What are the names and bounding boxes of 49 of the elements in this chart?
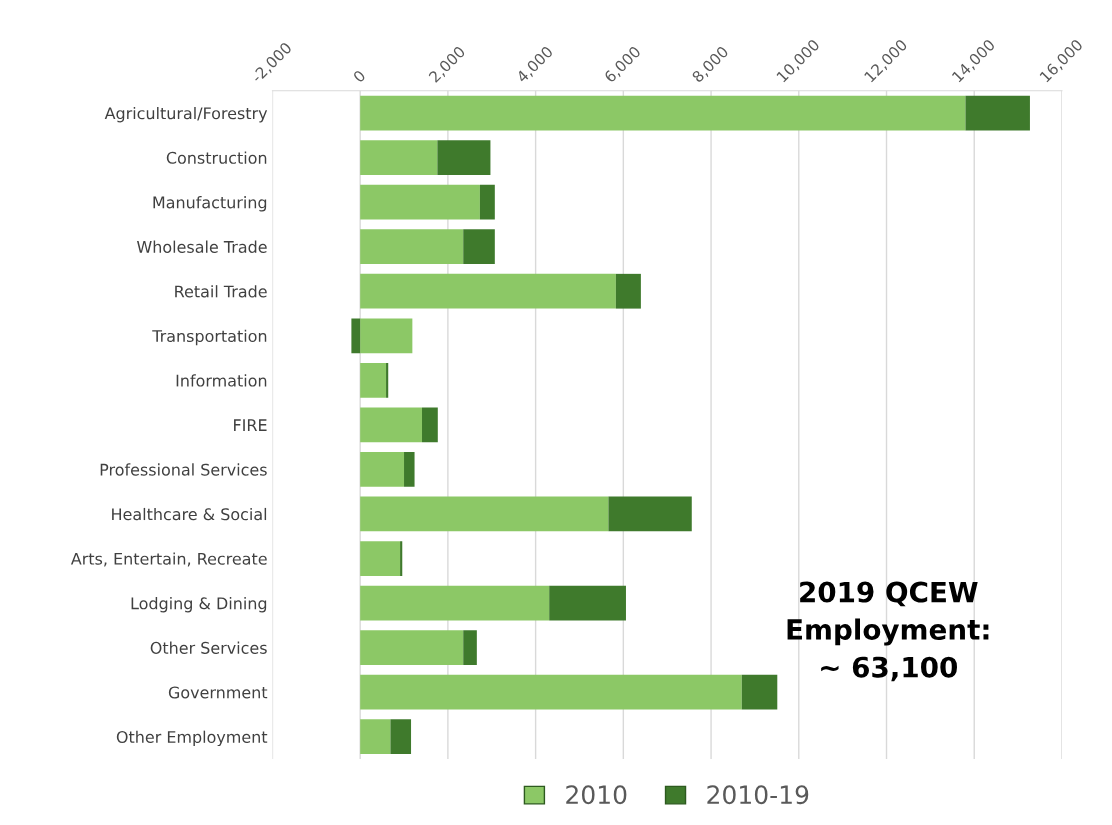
y-tick-label: FIRE — [234, 419, 267, 431]
bar — [360, 318, 413, 354]
bar — [390, 719, 412, 755]
y-tick-label: Government — [168, 686, 268, 699]
legend-label: 2010-19 — [707, 785, 809, 805]
y-tick-label: Arts, Entertain, Recreate — [70, 552, 267, 567]
y-tick-label: Healthcare & Social — [112, 507, 267, 521]
bar — [615, 273, 641, 309]
y-tick-label: Wholesale Trade — [136, 240, 267, 253]
bar — [965, 95, 1030, 131]
bar — [479, 184, 495, 220]
y-tick-label: Transportation — [152, 329, 267, 346]
y-tick-label: Information — [176, 374, 267, 387]
y-tick-label: Manufacturing — [153, 196, 267, 212]
y-tick-label: Professional Services — [100, 463, 267, 476]
bar — [360, 184, 480, 220]
bar — [360, 719, 391, 755]
bar — [360, 407, 423, 443]
bar — [422, 407, 438, 443]
bar — [360, 362, 387, 398]
legend-label: 2010 — [566, 785, 627, 805]
bar — [360, 95, 966, 131]
bar — [437, 140, 491, 175]
bar — [463, 630, 477, 665]
bar — [360, 541, 401, 576]
bar — [386, 362, 389, 398]
bar — [463, 229, 495, 265]
y-tick-label: Agricultural/Forestry — [104, 106, 268, 123]
y-tick-label: Lodging & Dining — [131, 597, 267, 613]
bar — [741, 674, 778, 710]
bar — [360, 229, 464, 265]
y-tick-label: Construction — [166, 151, 267, 164]
bar — [360, 140, 438, 175]
bar — [360, 585, 550, 621]
bar — [360, 674, 742, 710]
y-tick-label: Other Services — [150, 641, 267, 654]
y-tick-label: Retail Trade — [175, 285, 267, 298]
bar — [404, 452, 415, 487]
bar — [400, 541, 403, 576]
bar — [549, 585, 626, 621]
y-tick-label: Other Employment — [116, 730, 268, 747]
bar — [360, 630, 464, 665]
bar — [360, 452, 405, 487]
x-tick-label: 0 — [352, 69, 367, 84]
bar — [351, 318, 361, 354]
bar — [608, 496, 692, 532]
bar — [360, 273, 616, 309]
annotation: 2019 QCEW Employment: ~ 63,100 — [787, 581, 989, 682]
bar — [360, 496, 609, 532]
